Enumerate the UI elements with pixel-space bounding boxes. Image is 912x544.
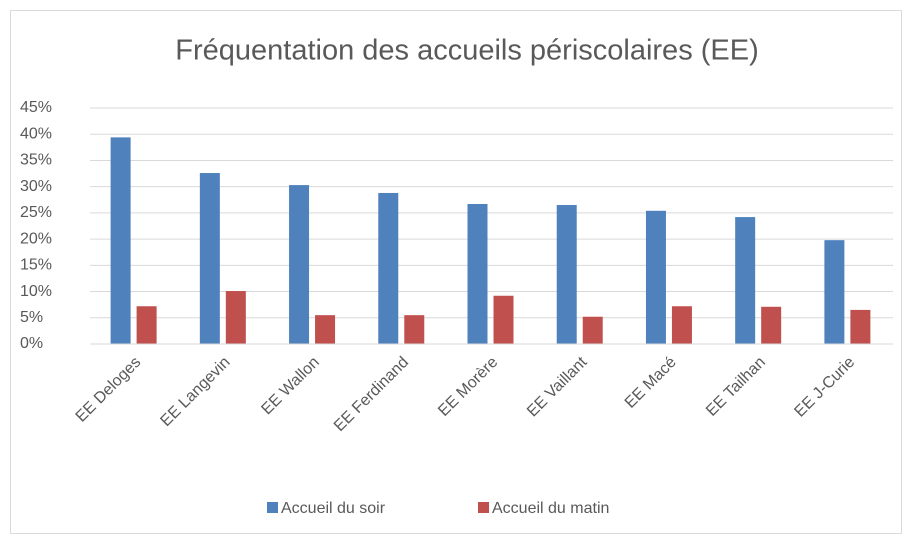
bar bbox=[378, 192, 399, 344]
bar bbox=[225, 291, 246, 344]
y-tick-label: 10% bbox=[20, 283, 52, 300]
y-tick-label: 35% bbox=[20, 152, 52, 169]
legend-swatch bbox=[267, 502, 278, 513]
bar bbox=[136, 306, 157, 344]
bar bbox=[671, 306, 692, 344]
y-tick-label: 5% bbox=[20, 309, 43, 326]
bar bbox=[556, 205, 577, 344]
bar bbox=[735, 217, 756, 344]
bar bbox=[199, 173, 220, 344]
chart-title: Fréquentation des accueils périscolaires… bbox=[175, 35, 759, 67]
y-tick-label: 15% bbox=[20, 257, 52, 274]
legend-label: Accueil du matin bbox=[492, 500, 609, 517]
bar bbox=[289, 185, 310, 344]
bar bbox=[110, 137, 131, 344]
chart-border bbox=[10, 10, 902, 534]
bar bbox=[404, 315, 425, 344]
bar bbox=[850, 309, 871, 344]
y-tick-label: 30% bbox=[20, 178, 52, 195]
bar bbox=[645, 210, 666, 344]
y-tick-label: 45% bbox=[20, 99, 52, 116]
y-tick-label: 20% bbox=[20, 230, 52, 247]
legend-label: Accueil du soir bbox=[281, 500, 386, 517]
bar bbox=[582, 316, 603, 344]
bar bbox=[824, 240, 845, 344]
bar bbox=[761, 306, 782, 344]
y-tick-label: 40% bbox=[20, 125, 52, 142]
y-tick-label: 0% bbox=[20, 335, 43, 352]
legend-swatch bbox=[478, 502, 489, 513]
bar bbox=[493, 295, 514, 344]
y-tick-label: 25% bbox=[20, 204, 52, 221]
bar bbox=[315, 315, 336, 344]
bar bbox=[467, 203, 488, 344]
